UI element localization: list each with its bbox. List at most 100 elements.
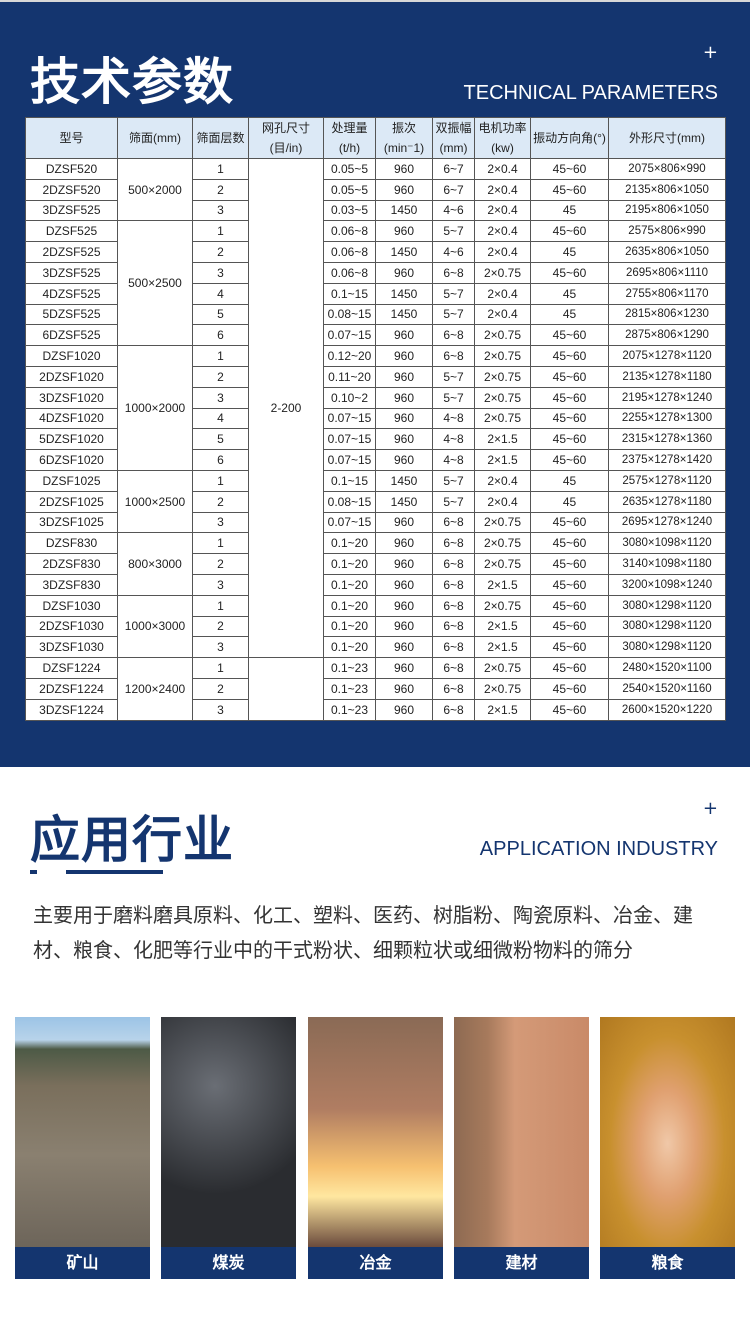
capacity-cell: 0.11~20	[323, 365, 376, 388]
model-cell: DZSF1224	[25, 657, 118, 679]
table-row: 3DZSF525 3 0.03~5 1450 4~6 2×0.4 45 2195×806×10…	[25, 199, 726, 222]
angle-cell: 45	[530, 241, 609, 263]
frequency-cell: 960	[375, 261, 433, 284]
layers-cell: 1	[192, 158, 249, 180]
capacity-cell: 0.06~8	[323, 241, 376, 263]
table-row: 2DZSF520 2 0.05~5 960 6~7 2×0.4 45~60 2135×806×…	[25, 178, 726, 201]
amplitude-cell: 4~6	[432, 241, 475, 263]
model-cell: 3DZSF1025	[25, 511, 118, 534]
screen-size-cell: 1200×2400	[117, 657, 193, 721]
amplitude-cell: 5~7	[432, 303, 475, 326]
power-cell: 2×0.75	[474, 407, 531, 430]
column-header: 筛面(mm)	[117, 117, 193, 159]
industry-card-grain: 粮食	[600, 1017, 735, 1279]
power-cell: 2×0.75	[474, 365, 531, 388]
amplitude-cell: 6~8	[432, 553, 475, 575]
frequency-cell: 960	[375, 677, 433, 700]
industry-card-building-materials: 建材	[454, 1017, 589, 1279]
dimensions-cell: 2255×1278×1300	[608, 407, 726, 430]
angle-cell: 45~60	[530, 573, 609, 596]
power-cell: 2×0.75	[474, 511, 531, 534]
dimensions-cell: 2695×1278×1240	[608, 511, 726, 534]
power-cell: 2×0.75	[474, 261, 531, 284]
layers-cell: 3	[192, 511, 249, 534]
angle-cell: 45~60	[530, 365, 609, 388]
power-cell: 2×1.5	[474, 615, 531, 638]
capacity-cell: 0.05~5	[323, 158, 376, 180]
dimensions-cell: 2600×1520×1220	[608, 698, 726, 721]
angle-cell: 45~60	[530, 261, 609, 284]
industry-card-metallurgy: 冶金	[308, 1017, 443, 1279]
layers-cell: 6	[192, 324, 249, 347]
frequency-cell: 960	[375, 365, 433, 388]
frequency-cell: 960	[375, 636, 433, 659]
power-cell: 2×0.4	[474, 303, 531, 326]
amplitude-cell: 6~8	[432, 677, 475, 700]
amplitude-cell: 5~7	[432, 220, 475, 243]
power-cell: 2×0.4	[474, 282, 531, 305]
section-subtitle: TECHNICAL PARAMETERS	[463, 82, 718, 104]
layers-cell: 4	[192, 407, 249, 430]
amplitude-cell: 6~8	[432, 345, 475, 367]
power-cell: 2×1.5	[474, 428, 531, 451]
model-cell: DZSF1020	[25, 345, 118, 367]
column-header: 筛面层数	[192, 117, 249, 159]
angle-cell: 45~60	[530, 511, 609, 534]
layers-cell: 3	[192, 573, 249, 596]
spec-table: 型号 筛面(mm) 筛面层数 网孔尺寸(目/in) 处理量(t/h) 振次(min⁻1) 双…	[25, 117, 726, 721]
industry-card-mining: 矿山	[15, 1017, 150, 1279]
table-row: DZSF1020 1000×2000 1 0.12~20 960 6~8 2×0.75 45~…	[25, 345, 726, 471]
column-header: 外形尺寸(mm)	[608, 117, 726, 159]
model-cell: 2DZSF520	[25, 178, 118, 201]
dimensions-cell: 2135×1278×1180	[608, 365, 726, 388]
dimensions-cell: 2195×806×1050	[608, 199, 726, 222]
capacity-cell: 0.1~23	[323, 657, 376, 679]
power-cell: 2×0.4	[474, 469, 531, 492]
angle-cell: 45~60	[530, 594, 609, 617]
dimensions-cell: 3200×1098×1240	[608, 573, 726, 596]
column-header: 双振幅(mm)	[432, 117, 475, 159]
dimensions-cell: 2575×1278×1120	[608, 469, 726, 492]
capacity-cell: 0.1~20	[323, 636, 376, 659]
power-cell: 2×0.75	[474, 553, 531, 575]
dimensions-cell: 2635×1278×1180	[608, 490, 726, 513]
dimensions-cell: 2695×806×1110	[608, 261, 726, 284]
plus-icon: +	[702, 42, 718, 63]
model-cell: DZSF525	[25, 220, 118, 243]
column-header: 振次(min⁻1)	[375, 117, 433, 159]
frequency-cell: 1450	[375, 490, 433, 513]
industry-label: 矿山	[15, 1247, 150, 1279]
dimensions-cell: 2635×806×1050	[608, 241, 726, 263]
capacity-cell: 0.12~20	[323, 345, 376, 367]
power-cell: 2×0.75	[474, 324, 531, 347]
frequency-cell: 960	[375, 178, 433, 201]
table-row: DZSF1030 1000×3000 1 0.1~20 960 6~8 2×0.75 45~6…	[25, 594, 726, 659]
model-cell: 2DZSF830	[25, 553, 118, 575]
angle-cell: 45~60	[530, 220, 609, 243]
screen-size-cell: 1000×2500	[117, 469, 193, 534]
model-cell: 4DZSF1020	[25, 407, 118, 430]
model-cell: 2DZSF525	[25, 241, 118, 263]
angle-cell: 45~60	[530, 386, 609, 409]
capacity-cell: 0.08~15	[323, 303, 376, 326]
angle-cell: 45~60	[530, 532, 609, 555]
layers-cell: 1	[192, 469, 249, 492]
layers-cell: 6	[192, 449, 249, 471]
power-cell: 2×0.75	[474, 386, 531, 409]
angle-cell: 45	[530, 490, 609, 513]
column-header: 型号	[25, 117, 118, 159]
frequency-cell: 1450	[375, 199, 433, 222]
model-cell: 6DZSF525	[25, 324, 118, 347]
app-title: 应用行业	[30, 811, 234, 869]
plus-icon: +	[702, 798, 718, 819]
model-cell: 3DZSF525	[25, 199, 118, 222]
frequency-cell: 1450	[375, 469, 433, 492]
amplitude-cell: 6~8	[432, 324, 475, 347]
dimensions-cell: 3140×1098×1180	[608, 553, 726, 575]
amplitude-cell: 6~8	[432, 573, 475, 596]
frequency-cell: 960	[375, 594, 433, 617]
capacity-cell: 0.1~20	[323, 553, 376, 575]
frequency-cell: 960	[375, 407, 433, 430]
capacity-cell: 0.1~20	[323, 532, 376, 555]
dimensions-cell: 2075×1278×1120	[608, 345, 726, 367]
